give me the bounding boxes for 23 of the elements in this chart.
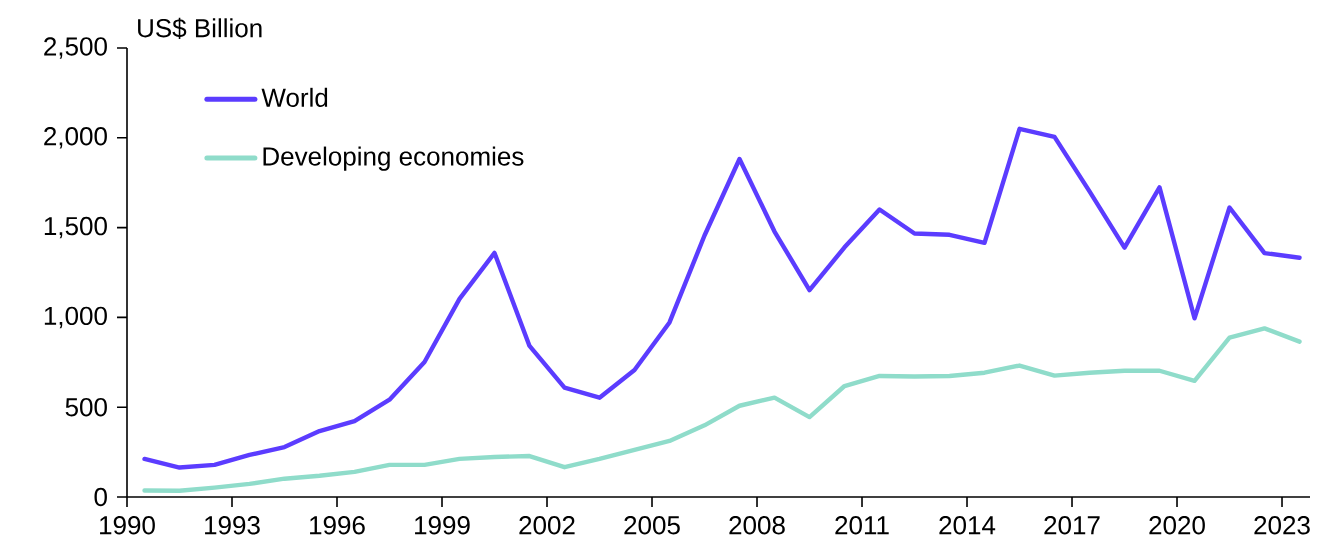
x-tick-label: 2017 — [1044, 516, 1100, 535]
y-axis-title: US$ Billion — [138, 17, 262, 39]
y-tick-label: 1,000 — [44, 306, 107, 329]
x-tick-label: 2002 — [519, 516, 575, 535]
line-series — [142, 326, 1302, 493]
y-tick-label: 2,000 — [44, 127, 107, 149]
x-tick-label: 2005 — [624, 516, 680, 535]
x-tick-label: 2020 — [1149, 516, 1205, 535]
x-tick-label: 1999 — [415, 516, 470, 535]
legend-label: Developing economies — [263, 146, 524, 171]
y-tick-label: 0 — [94, 487, 107, 507]
x-tick-label: 2011 — [835, 516, 889, 535]
y-tick-label: 500 — [65, 397, 107, 417]
x-tick-label: 2008 — [729, 516, 785, 535]
x-tick-label: 1990 — [100, 516, 155, 535]
x-tick-label: 1993 — [205, 516, 260, 535]
line-series — [142, 126, 1302, 470]
x-tick-label: 2014 — [939, 516, 996, 535]
y-tick-label: 2,500 — [44, 37, 107, 59]
legend-label: World — [261, 87, 328, 107]
x-tick-label: 2023 — [1254, 516, 1310, 535]
x-tick-label: 1996 — [310, 516, 365, 535]
y-tick-label: 1,500 — [44, 216, 107, 239]
